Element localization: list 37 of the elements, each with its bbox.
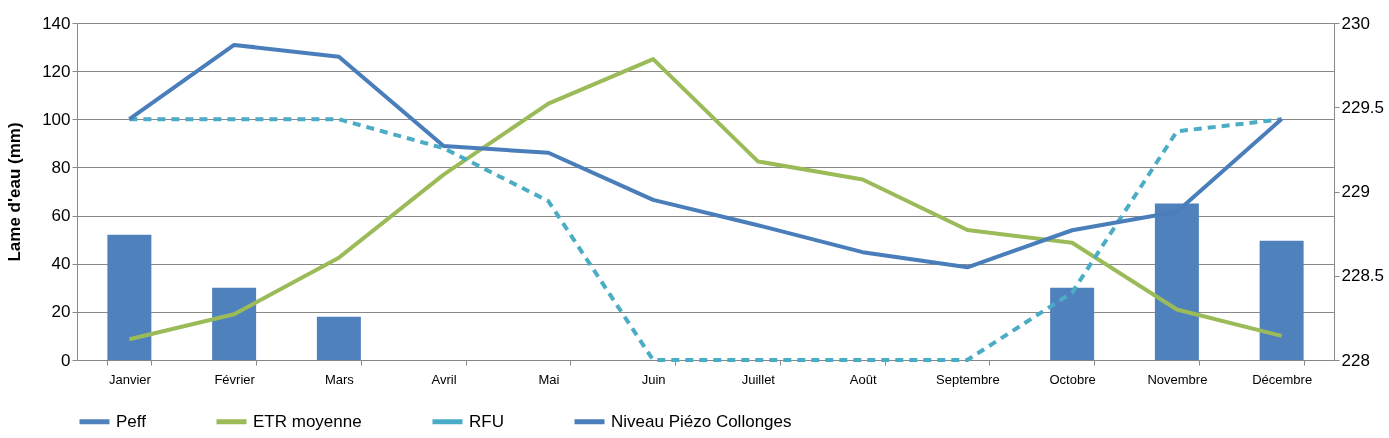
y-axis-title: Lame d'eau (mm)	[5, 122, 25, 262]
x-tick-label: Juin	[641, 371, 666, 387]
y-tick-label: 20	[51, 302, 71, 322]
x-tick-label: Juillet	[741, 371, 776, 387]
legend-label: Peff	[116, 411, 147, 431]
y2-tick-label: 230	[1341, 13, 1370, 33]
y2-tick-label: 229.5	[1341, 97, 1385, 117]
x-tick-label: Janvier	[108, 371, 152, 387]
y-tick-label: 0	[61, 350, 71, 370]
y2-tick-label: 228	[1341, 350, 1370, 370]
x-tick-label: Septembre	[936, 371, 1000, 387]
x-tick-label: Avril	[431, 371, 457, 387]
y-tick-label: 60	[51, 206, 71, 226]
y2-tick-label: 229	[1341, 182, 1370, 201]
y-tick-label: 140	[42, 13, 71, 33]
bar	[107, 234, 152, 360]
x-tick-label: Août	[849, 371, 877, 387]
y-tick-label: 100	[42, 109, 71, 129]
legend-label: RFU	[469, 411, 504, 431]
bar	[1050, 287, 1095, 360]
legend-label: Niveau Piézo Collonges	[611, 411, 792, 431]
y2-tick-label: 228.5	[1341, 266, 1385, 286]
line-series	[127, 117, 1284, 362]
x-tick-label: Février	[214, 371, 256, 387]
legend-label: ETR moyenne	[253, 411, 362, 431]
x-tick-label: Décembre	[1252, 371, 1313, 387]
bar	[1259, 240, 1304, 360]
y-tick-label: 80	[51, 157, 71, 177]
bar	[212, 287, 257, 360]
x-tick-label: Novembre	[1147, 371, 1208, 387]
line-series	[127, 57, 1284, 342]
x-tick-label: Mai	[538, 371, 560, 387]
y-tick-label: 120	[42, 61, 71, 81]
bar	[316, 316, 361, 360]
x-tick-label: Octobre	[1049, 371, 1096, 387]
y-tick-label: 40	[51, 254, 71, 274]
x-tick-label: Mars	[324, 371, 355, 387]
